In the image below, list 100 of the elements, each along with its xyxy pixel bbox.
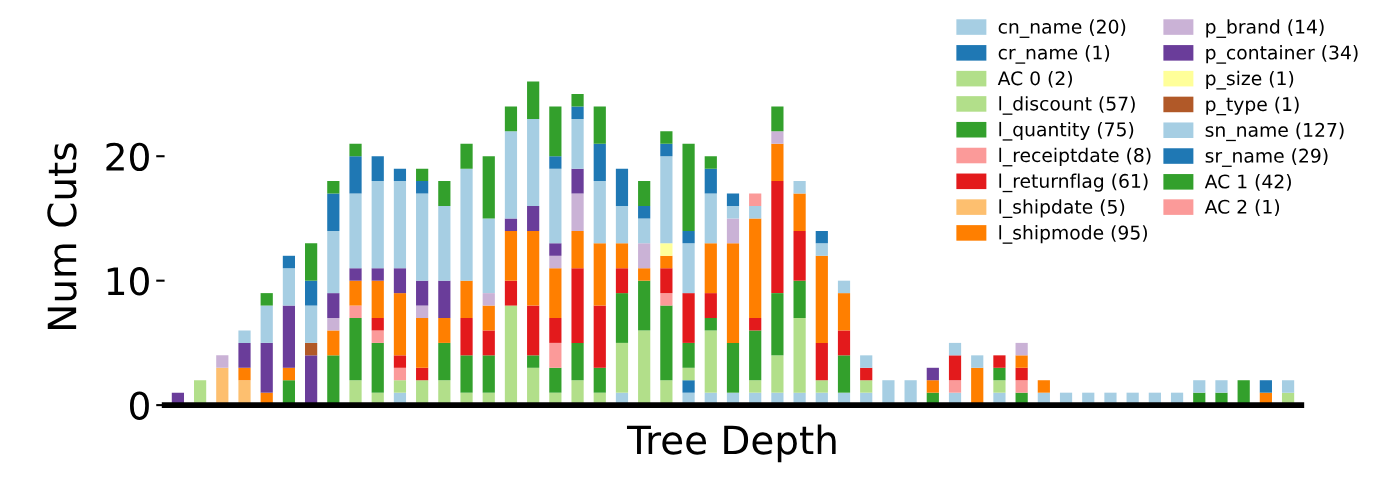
bar	[238, 367, 251, 381]
bar	[704, 243, 717, 294]
bar	[438, 342, 451, 381]
legend-label: sn_name (127)	[1205, 122, 1344, 142]
bar	[749, 206, 762, 219]
bar	[349, 268, 362, 281]
bar	[393, 293, 407, 356]
bar	[371, 280, 384, 319]
bar	[504, 131, 518, 219]
bar	[638, 280, 651, 331]
bar	[660, 143, 673, 157]
bar	[682, 243, 695, 294]
bar	[438, 206, 451, 281]
bar	[615, 268, 629, 294]
bar	[571, 193, 584, 231]
bar	[393, 380, 407, 393]
bar	[793, 181, 806, 194]
bar	[1215, 380, 1228, 393]
bar	[815, 230, 828, 244]
bar	[771, 355, 784, 393]
bar	[948, 342, 962, 356]
bar	[549, 106, 562, 157]
bar	[482, 330, 495, 356]
bar	[704, 330, 717, 393]
bar	[549, 268, 562, 319]
bar	[349, 318, 362, 381]
bar	[282, 255, 296, 269]
bar	[771, 293, 784, 356]
bar	[1037, 380, 1050, 393]
bar	[393, 181, 407, 269]
bar	[971, 355, 984, 368]
legend-label: l_quantity (75)	[999, 121, 1134, 141]
bar	[571, 268, 584, 343]
bar	[549, 156, 562, 169]
bar	[371, 318, 384, 331]
bar	[682, 143, 695, 231]
bar	[527, 81, 540, 119]
bar	[527, 230, 540, 306]
bar	[682, 380, 695, 393]
bar	[438, 181, 451, 207]
bar	[837, 293, 851, 331]
bar	[749, 380, 762, 393]
bar	[482, 305, 495, 331]
bar	[371, 330, 384, 343]
bar	[549, 255, 562, 269]
bar	[416, 168, 429, 182]
bar	[327, 330, 340, 356]
bar	[482, 156, 495, 219]
bar	[593, 106, 606, 144]
bar	[393, 168, 407, 182]
bar	[482, 218, 495, 294]
bar	[238, 330, 251, 343]
bar	[749, 318, 762, 331]
bar	[726, 342, 740, 393]
bar	[749, 218, 762, 319]
y-tick-label: 0	[130, 391, 149, 420]
bar	[571, 118, 584, 169]
bar	[660, 293, 673, 306]
bar	[948, 355, 962, 381]
bar	[660, 131, 673, 144]
bar	[638, 181, 651, 207]
bar	[660, 243, 673, 256]
bar	[305, 305, 318, 343]
bar	[260, 305, 273, 343]
bar	[238, 342, 251, 368]
bar	[482, 293, 495, 306]
bar	[371, 181, 384, 269]
bar	[948, 380, 962, 393]
bar	[704, 318, 717, 331]
bar	[349, 156, 362, 194]
bar	[549, 342, 562, 368]
bar	[282, 268, 296, 306]
bar	[615, 243, 629, 269]
legend-label: l_shipmode (95)	[999, 225, 1147, 244]
bar	[593, 243, 606, 306]
bar	[615, 168, 629, 207]
bar	[993, 355, 1006, 368]
legend-label: AC 2 (1)	[1204, 199, 1280, 217]
bar	[571, 168, 584, 194]
bar	[460, 318, 473, 356]
bar	[460, 143, 473, 169]
x-axis-title: Tree Depth	[626, 424, 836, 463]
bar	[416, 193, 429, 281]
bar	[926, 380, 939, 393]
bar	[638, 218, 651, 244]
bar	[327, 181, 340, 194]
bar	[549, 168, 562, 244]
bar	[416, 318, 429, 368]
bar	[860, 380, 873, 393]
bar	[593, 367, 606, 393]
bar	[416, 305, 429, 319]
bar	[837, 330, 851, 356]
legend-label: p_brand (14)	[1206, 19, 1324, 38]
legend-label: sr_name (29)	[1205, 148, 1328, 167]
bar	[993, 380, 1006, 393]
bar	[416, 181, 429, 194]
bar	[1015, 342, 1028, 356]
bar	[349, 193, 362, 269]
bar	[571, 106, 584, 119]
bar	[660, 156, 673, 244]
